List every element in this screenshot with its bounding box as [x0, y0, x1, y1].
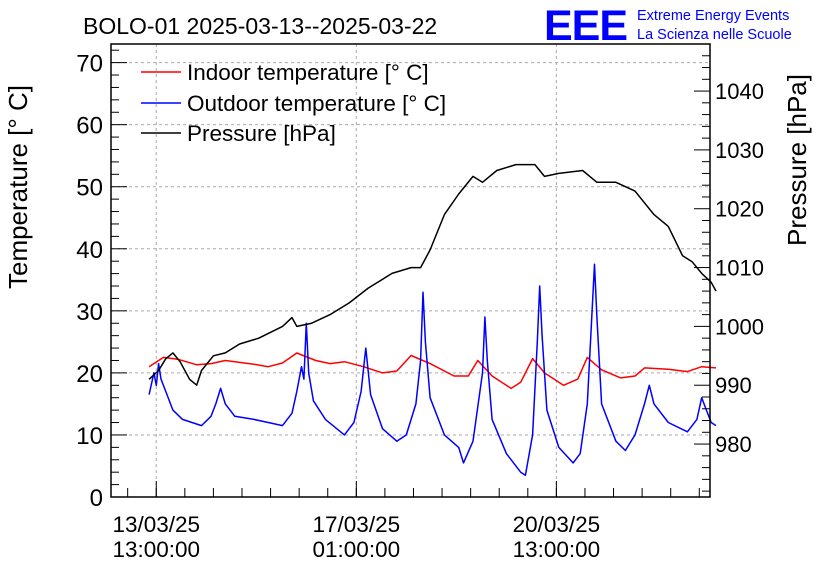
y2-tick-label: 1030 [715, 138, 764, 163]
plot-frame [110, 43, 711, 498]
series-line-pressure [148, 163, 717, 386]
y-axis-label: Temperature [° C] [3, 85, 33, 289]
series-line-indoor [148, 352, 717, 390]
y-tick-label: 50 [76, 175, 103, 202]
y-tick-label: 70 [76, 51, 103, 78]
x-tick-label-time: 01:00:00 [313, 537, 401, 562]
y-axis-right: 980 990 1000 1010 1020 1030 1040 [694, 43, 764, 492]
legend: Indoor temperature [° C] Outdoor tempera… [141, 60, 446, 146]
x-tick-label-time: 13:00:00 [513, 537, 601, 562]
y2-tick-label: 1010 [715, 256, 764, 281]
y2-tick-label: 980 [715, 432, 752, 457]
legend-label-indoor: Indoor temperature [° C] [187, 60, 429, 85]
logo-line2: La Scienza nelle Scuole [637, 27, 792, 43]
y2-tick-label: 1000 [715, 314, 764, 339]
x-axis: 13/03/2513:00:0017/03/2501:00:0020/03/25… [112, 481, 700, 562]
x-tick-label-date: 17/03/25 [313, 512, 401, 537]
x-tick-label-time: 13:00:00 [112, 537, 200, 562]
y-tick-label: 10 [76, 423, 103, 450]
series-line-outdoor [148, 263, 717, 477]
y2-tick-label: 1040 [715, 79, 764, 104]
y-tick-label: 60 [76, 113, 103, 140]
logo-line1: Extreme Energy Events [637, 8, 789, 24]
y-tick-label: 0 [90, 485, 103, 512]
y2-axis-label: Pressure [hPa] [782, 74, 812, 246]
series-lines [148, 163, 717, 477]
logo-mark: EEE [544, 2, 627, 50]
legend-label-outdoor: Outdoor temperature [° C] [187, 91, 446, 116]
x-tick-label-date: 20/03/25 [513, 512, 601, 537]
y-tick-label: 20 [76, 361, 103, 388]
y2-tick-label: 990 [715, 373, 752, 398]
y2-tick-label: 1020 [715, 197, 764, 222]
logo: EEE Extreme Energy Events La Scienza nel… [544, 2, 792, 50]
chart-title: BOLO-01 2025-03-13--2025-03-22 [83, 13, 437, 39]
y-tick-label: 30 [76, 299, 103, 326]
y-axis-left: 0 10 20 30 40 50 60 70 [76, 49, 127, 512]
y-tick-label: 40 [76, 237, 103, 264]
legend-label-pressure: Pressure [hPa] [187, 121, 336, 146]
x-tick-label-date: 13/03/25 [112, 512, 200, 537]
